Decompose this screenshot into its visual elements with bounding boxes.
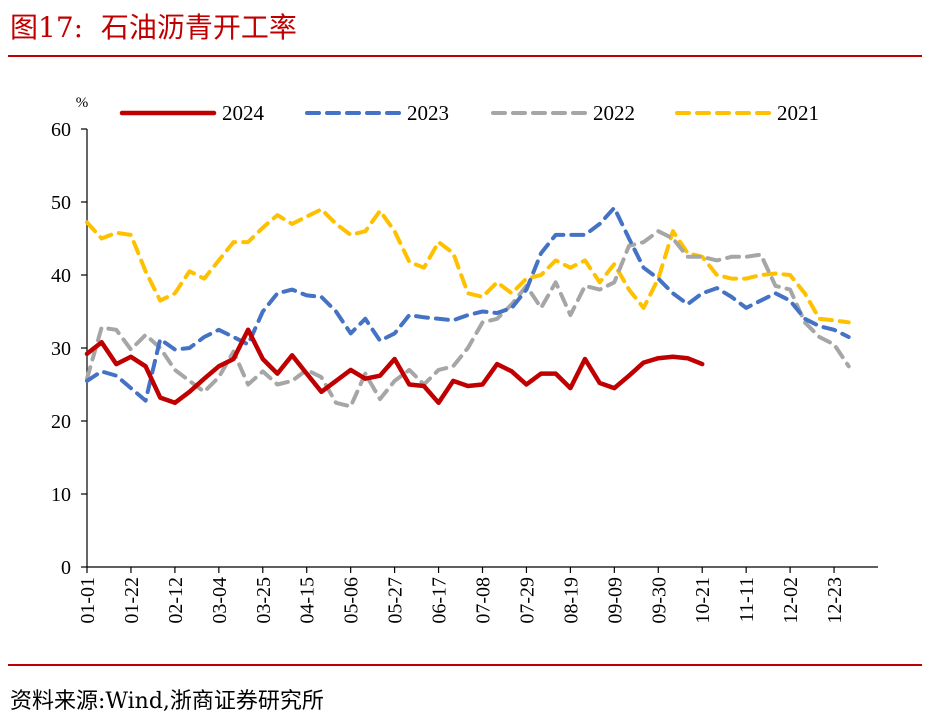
x-tick-label: 01-22 — [121, 577, 143, 624]
x-tick-label: 08-19 — [560, 577, 582, 624]
x-tick-label: 06-17 — [429, 577, 451, 624]
x-tick-label: 02-12 — [165, 577, 187, 624]
legend-label-2021: 2021 — [777, 101, 819, 125]
source-note: 资料来源:Wind,浙商证券研究所 — [10, 689, 324, 714]
y-tick-label: 10 — [51, 484, 71, 506]
x-tick-label: 07-29 — [516, 577, 538, 624]
series-line-2024 — [84, 327, 705, 406]
x-axis: 01-01 01-22 02-12 03-04 03-25 04-15 05-06 05-27… — [77, 566, 878, 624]
x-tick-label: 10-21 — [692, 577, 714, 624]
legend-label-2023: 2023 — [407, 101, 449, 125]
y-tick-label: 60 — [51, 119, 71, 141]
x-tick-label: 12-23 — [824, 577, 846, 624]
y-tick-label: 20 — [51, 411, 71, 433]
legend-label-2024: 2024 — [222, 101, 265, 125]
series-line-2022 — [85, 229, 851, 409]
series-line-2021 — [85, 207, 851, 325]
y-tick-label: 0 — [61, 557, 71, 579]
y-axis: 0 10 20 30 40 50 60% — [51, 95, 88, 579]
legend: 2024 2023 2022 2021 — [119, 101, 819, 125]
x-tick-label: 05-06 — [341, 577, 363, 624]
x-tick-label: 03-25 — [253, 577, 275, 624]
x-tick-label: 11-11 — [736, 577, 758, 622]
y-axis-unit-label: % — [76, 95, 89, 111]
y-tick-label: 40 — [51, 265, 71, 287]
y-tick-label: 50 — [51, 192, 71, 214]
x-tick-label: 09-30 — [648, 577, 670, 624]
series-layer — [84, 205, 851, 409]
source-rule — [8, 664, 922, 666]
x-tick-label: 07-08 — [473, 577, 495, 624]
legend-label-2022: 2022 — [593, 101, 635, 125]
x-tick-label: 05-27 — [385, 577, 407, 624]
x-tick-label: 09-09 — [604, 577, 626, 624]
x-tick-label: 03-04 — [209, 577, 231, 624]
series-line-2023 — [85, 205, 851, 403]
figure-title: 图17: 石油沥青开工率 — [10, 11, 297, 44]
title-rule — [8, 55, 922, 57]
y-tick-label: 30 — [51, 338, 71, 360]
x-tick-label: 04-15 — [297, 577, 319, 624]
x-tick-label: 12-02 — [780, 577, 802, 624]
x-tick-label: 01-01 — [77, 577, 99, 624]
